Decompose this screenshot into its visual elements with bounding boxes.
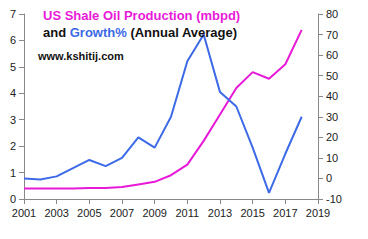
svg-text:0: 0 bbox=[326, 172, 332, 184]
svg-text:0: 0 bbox=[10, 193, 16, 205]
svg-text:10: 10 bbox=[326, 152, 338, 164]
svg-text:US Shale Oil Production (mbpd): US Shale Oil Production (mbpd) bbox=[43, 8, 240, 23]
svg-text:-10: -10 bbox=[326, 193, 342, 205]
svg-text:2019: 2019 bbox=[306, 207, 330, 219]
svg-text:Growth%: Growth% bbox=[70, 25, 127, 40]
svg-text:1: 1 bbox=[10, 167, 16, 179]
svg-text:7: 7 bbox=[10, 8, 16, 20]
svg-text:20: 20 bbox=[326, 131, 338, 143]
svg-text:60: 60 bbox=[326, 49, 338, 61]
svg-text:70: 70 bbox=[326, 29, 338, 41]
svg-text:and: and bbox=[43, 25, 70, 40]
svg-text:30: 30 bbox=[326, 111, 338, 123]
svg-text:6: 6 bbox=[10, 34, 16, 46]
svg-text:2015: 2015 bbox=[240, 207, 264, 219]
svg-text:2: 2 bbox=[10, 140, 16, 152]
svg-text:40: 40 bbox=[326, 90, 338, 102]
svg-text:2013: 2013 bbox=[208, 207, 232, 219]
svg-text:2007: 2007 bbox=[110, 207, 134, 219]
svg-text:2005: 2005 bbox=[77, 207, 101, 219]
svg-text:2017: 2017 bbox=[273, 207, 297, 219]
svg-text:2001: 2001 bbox=[12, 207, 36, 219]
svg-text:80: 80 bbox=[326, 8, 338, 20]
svg-text:(Annual Average): (Annual Average) bbox=[127, 25, 237, 40]
svg-text:2003: 2003 bbox=[44, 207, 68, 219]
svg-text:www.kshitij.com: www.kshitij.com bbox=[37, 50, 124, 62]
svg-text:2009: 2009 bbox=[142, 207, 166, 219]
svg-text:3: 3 bbox=[10, 114, 16, 126]
svg-text:2011: 2011 bbox=[176, 207, 200, 219]
svg-text:4: 4 bbox=[10, 87, 16, 99]
svg-text:50: 50 bbox=[326, 70, 338, 82]
svg-text:5: 5 bbox=[10, 61, 16, 73]
